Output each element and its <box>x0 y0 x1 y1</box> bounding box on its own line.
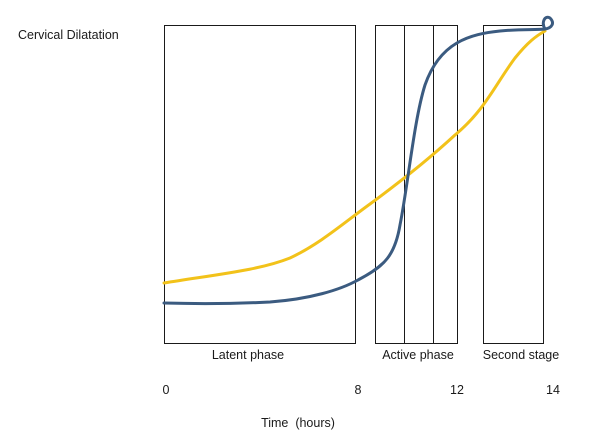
second-stage-box <box>483 25 544 344</box>
x-tick-label: 12 <box>450 383 464 397</box>
diagram-title: Cervical Dilatation <box>18 28 119 42</box>
blue-progress-curve <box>162 15 554 306</box>
phase-label-active: Active phase <box>382 348 454 362</box>
phase-label-latent: Latent phase <box>212 348 284 362</box>
latent-phase-box <box>164 25 356 344</box>
x-axis-label: Time (hours) <box>261 416 335 430</box>
active-phase-box <box>375 25 458 344</box>
phase-label-second-stage: Second stage <box>483 348 559 362</box>
yellow-progress-curve <box>162 29 547 285</box>
x-tick-label: 0 <box>163 383 170 397</box>
x-tick-label: 8 <box>355 383 362 397</box>
x-tick-label: 14 <box>546 383 560 397</box>
